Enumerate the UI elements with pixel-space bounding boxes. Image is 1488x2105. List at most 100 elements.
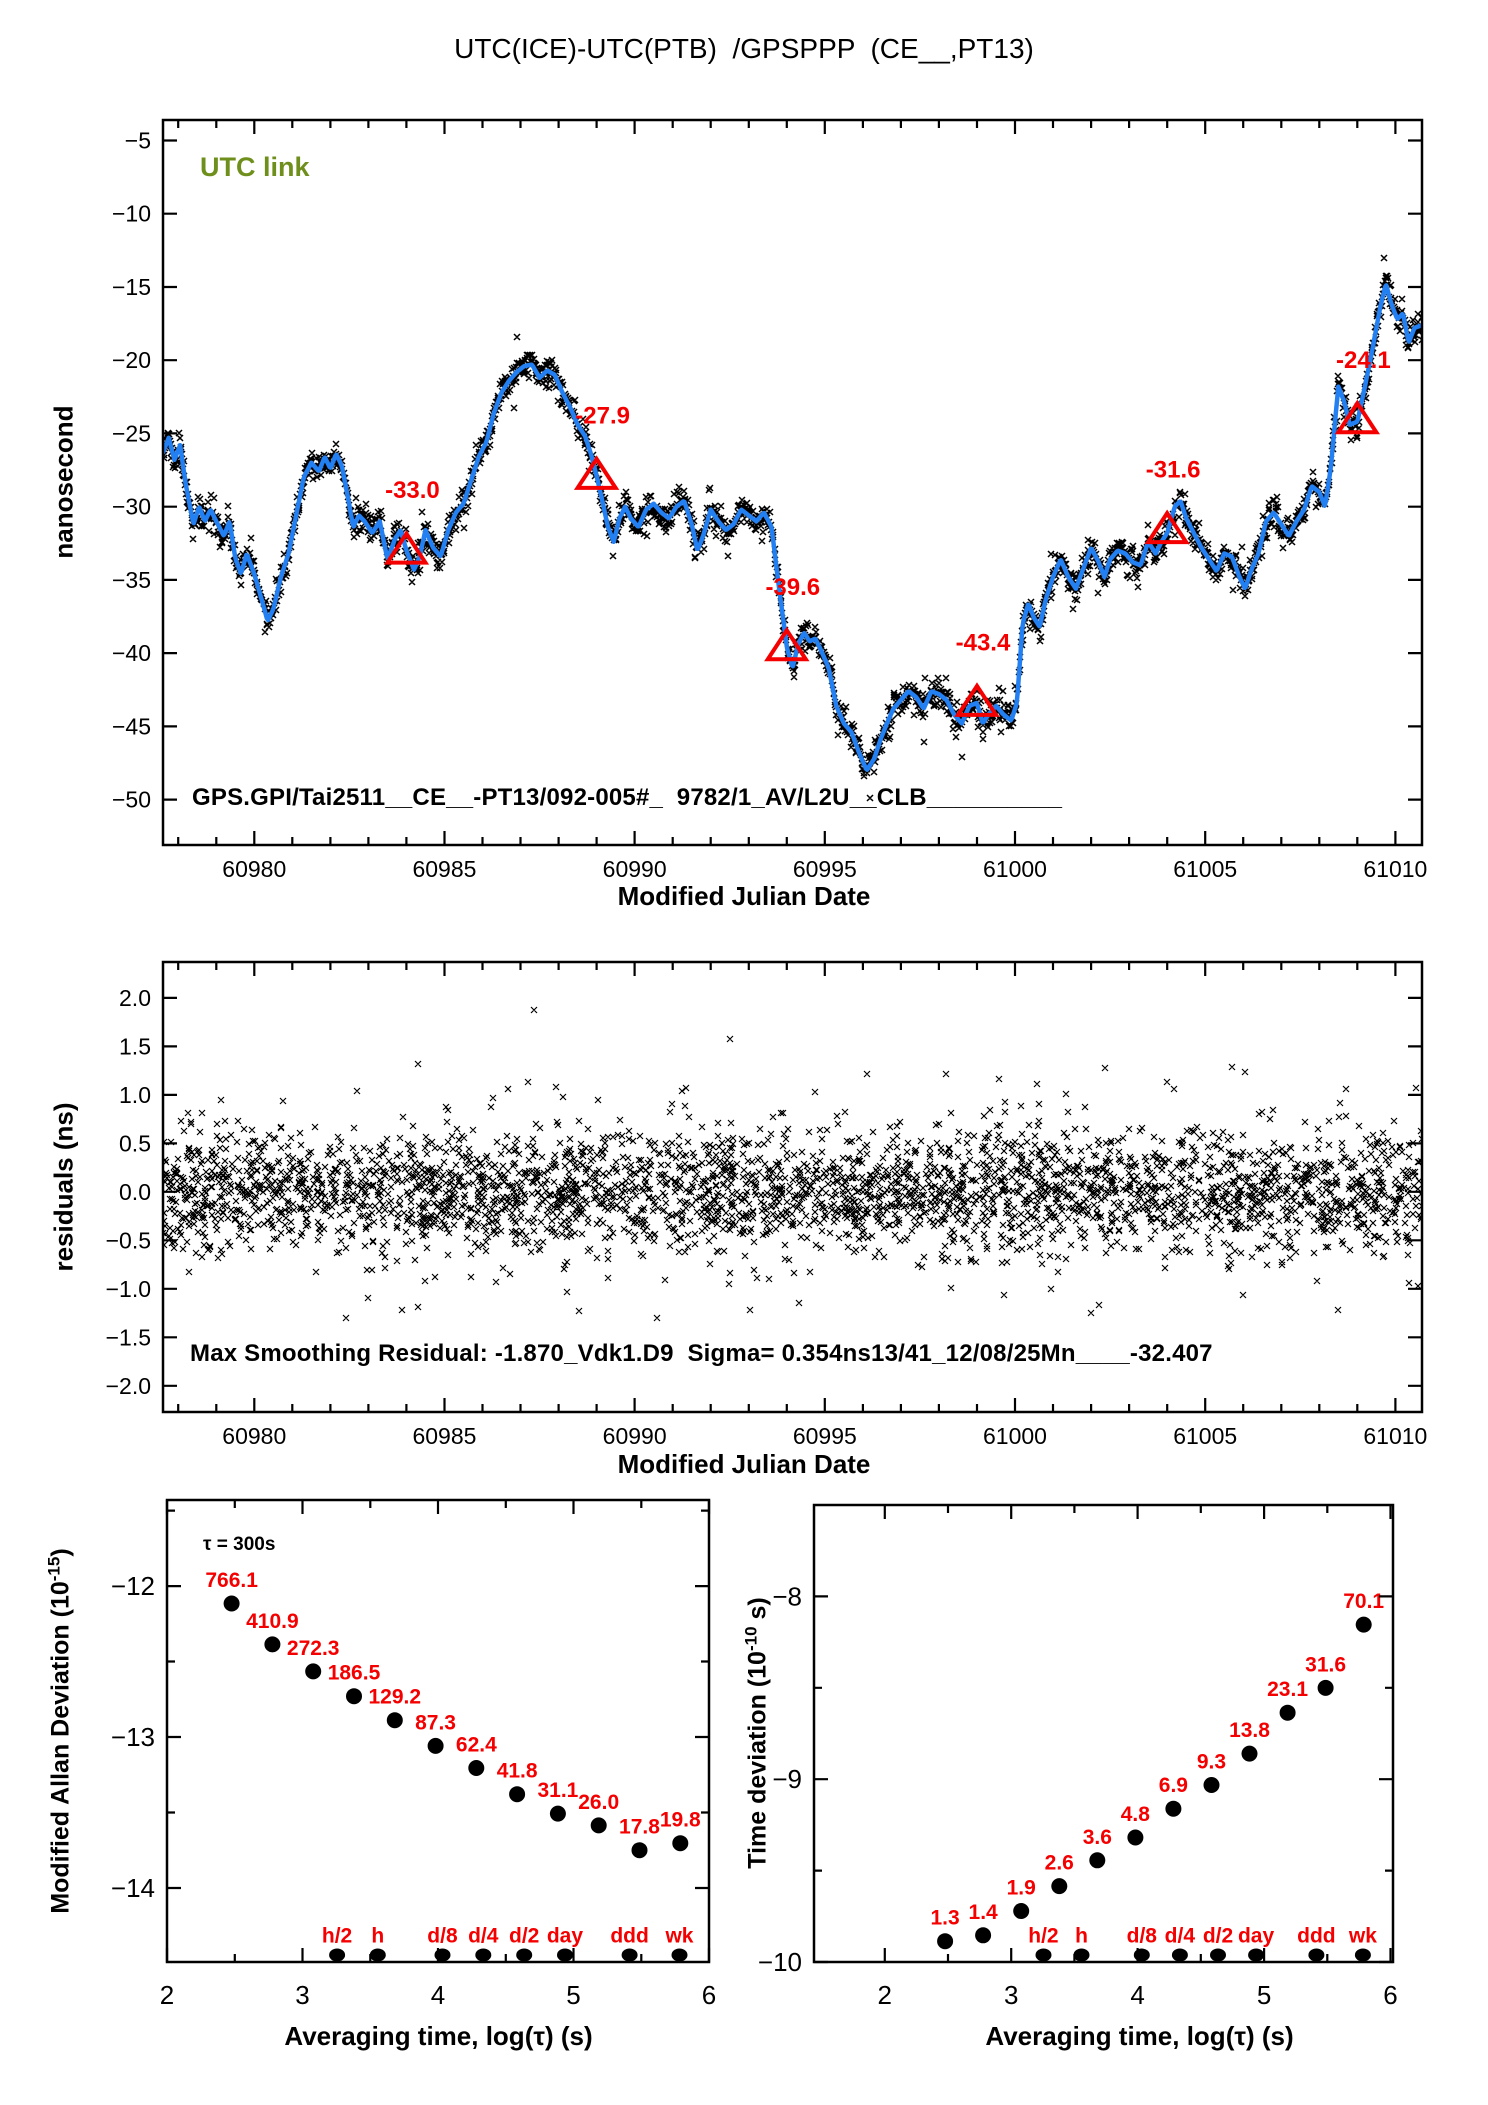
time-marker-dot bbox=[671, 1948, 688, 1962]
axis-frame bbox=[161, 960, 1424, 1414]
svg-text:5: 5 bbox=[1257, 1980, 1271, 2010]
deviation-point bbox=[975, 1927, 992, 1944]
svg-text:17.8: 17.8 bbox=[619, 1816, 660, 1839]
residuals-stats-text: Max Smoothing Residual: -1.870_Vdk1.D9 S… bbox=[190, 1340, 1213, 1367]
tick-labels: 2 3 4 5 6 −8 −9 −10 bbox=[758, 1581, 1398, 2010]
svg-text:1.0: 1.0 bbox=[119, 1082, 151, 1108]
svg-text:6: 6 bbox=[1383, 1980, 1397, 2010]
svg-text:−35: −35 bbox=[112, 567, 151, 593]
tdev-time-markers: h/2 h d/8 d/4 d/2 day ddd wk bbox=[1028, 1925, 1377, 1962]
svg-text:-31.6: -31.6 bbox=[1146, 457, 1201, 484]
svg-text:19.8: 19.8 bbox=[660, 1809, 701, 1832]
svg-text:1.4: 1.4 bbox=[969, 1901, 999, 1924]
time-marker-dot bbox=[1171, 1948, 1188, 1962]
svg-text:61000: 61000 bbox=[983, 856, 1047, 882]
time-marker-dot bbox=[1210, 1948, 1226, 1962]
svg-text:−13: −13 bbox=[111, 1722, 155, 1752]
svg-text:60990: 60990 bbox=[603, 856, 667, 882]
svg-text:-43.4: -43.4 bbox=[956, 629, 1011, 656]
svg-text:13.8: 13.8 bbox=[1229, 1719, 1270, 1742]
svg-text:4: 4 bbox=[431, 1980, 445, 2010]
tdev-axes: 2 3 4 5 6 −8 −9 −10 bbox=[758, 1503, 1398, 2010]
svg-text:61005: 61005 bbox=[1173, 856, 1237, 882]
svg-text:9.3: 9.3 bbox=[1197, 1750, 1226, 1773]
mdev-axes: 2 3 4 5 6 −12 −13 −14 bbox=[111, 1498, 716, 2010]
svg-text:−10: −10 bbox=[758, 1947, 802, 1977]
mdev-chart-ylabel: Modified Allan Deviation (10-15) bbox=[44, 1548, 75, 1914]
residuals-chart-ylabel: residuals (ns) bbox=[48, 1102, 79, 1272]
svg-text:1.5: 1.5 bbox=[119, 1033, 151, 1059]
svg-text:−2.0: −2.0 bbox=[106, 1373, 151, 1399]
svg-text:62.4: 62.4 bbox=[456, 1733, 497, 1756]
svg-text:60985: 60985 bbox=[412, 856, 476, 882]
time-marker-dot bbox=[329, 1948, 346, 1962]
svg-text:d/4: d/4 bbox=[468, 1925, 499, 1948]
svg-text:−30: −30 bbox=[112, 494, 151, 520]
tdev-chart-xlabel: Averaging time, log(τ) (s) bbox=[985, 2021, 1294, 2051]
tick-marks bbox=[814, 1505, 1393, 1964]
deviation-point bbox=[1127, 1829, 1144, 1846]
svg-text:d/4: d/4 bbox=[1165, 1925, 1196, 1948]
svg-text:61000: 61000 bbox=[983, 1423, 1047, 1449]
tick-labels: 60980 60985 60990 60995 61000 61005 61010 −5 −10… bbox=[112, 128, 1427, 882]
raw-scatter-points bbox=[164, 254, 1421, 802]
deviation-point bbox=[1013, 1903, 1030, 1919]
tdev-data: 1.3 1.4 1.9 2.6 3.6 4.8 6.9 9.313.8 23.131.6 70.1 bbox=[930, 1590, 1384, 1950]
svg-text:2: 2 bbox=[878, 1980, 892, 2010]
svg-text:60985: 60985 bbox=[412, 1423, 476, 1449]
svg-text:h/2: h/2 bbox=[322, 1925, 352, 1948]
svg-text:h: h bbox=[1075, 1925, 1088, 1948]
mdev-data: 766.1 410.9 272.3186.5129.287.362.441.831.… bbox=[205, 1569, 701, 1859]
top-chart-axes: 60980 60985 60990 60995 61000 61005 61010 −5 −10… bbox=[112, 118, 1427, 882]
smoothed-series-line bbox=[164, 283, 1421, 772]
time-marker-dot bbox=[369, 1948, 386, 1962]
svg-text:87.3: 87.3 bbox=[415, 1711, 456, 1734]
svg-text:6.9: 6.9 bbox=[1159, 1774, 1188, 1797]
svg-text:60980: 60980 bbox=[222, 856, 286, 882]
triangle-marker bbox=[383, 529, 430, 565]
svg-text:23.1: 23.1 bbox=[1267, 1678, 1308, 1701]
deviation-point bbox=[264, 1636, 281, 1653]
triangle-marker bbox=[573, 455, 620, 490]
svg-text:−5: −5 bbox=[125, 128, 151, 154]
svg-text:day: day bbox=[1238, 1925, 1275, 1948]
deviation-point bbox=[1317, 1679, 1334, 1696]
residual-points bbox=[164, 1006, 1421, 1322]
deviation-point bbox=[386, 1712, 403, 1729]
svg-text:5: 5 bbox=[566, 1980, 580, 2010]
calibration-annotations: -33.0 -27.9 -39.6 -43.4 -31.6 -24.1 bbox=[383, 347, 1391, 717]
svg-text:−1.5: −1.5 bbox=[106, 1324, 151, 1350]
residuals-axes: 60980 60985 60990 60995 61000 61005 61010 2.0 1.… bbox=[106, 960, 1427, 1449]
svg-text:26.0: 26.0 bbox=[578, 1791, 619, 1814]
svg-text:ddd: ddd bbox=[1297, 1925, 1335, 1948]
triangle-marker bbox=[954, 682, 1000, 717]
svg-text:d/2: d/2 bbox=[1203, 1925, 1233, 1948]
top-chart-ylabel: nanosecond bbox=[48, 405, 79, 559]
svg-text:766.1: 766.1 bbox=[205, 1569, 258, 1592]
svg-text:-39.6: -39.6 bbox=[765, 574, 820, 601]
deviation-point bbox=[305, 1663, 322, 1680]
tau-annotation: τ = 300s bbox=[203, 1534, 276, 1555]
triangle-marker bbox=[764, 626, 810, 662]
deviation-point bbox=[509, 1786, 526, 1803]
residuals-data bbox=[164, 1006, 1421, 1322]
svg-text:−8: −8 bbox=[772, 1581, 802, 1611]
svg-text:d/8: d/8 bbox=[427, 1925, 458, 1948]
svg-text:60995: 60995 bbox=[793, 856, 857, 882]
top-chart-xlabel: Modified Julian Date bbox=[617, 881, 871, 911]
time-marker-dot bbox=[1133, 1948, 1150, 1962]
svg-text:−50: −50 bbox=[112, 787, 151, 813]
tick-marks bbox=[163, 962, 1422, 1412]
svg-text:0.0: 0.0 bbox=[119, 1179, 151, 1205]
time-marker-dot bbox=[1354, 1948, 1371, 1962]
tdev-chart: 1.3 1.4 1.9 2.6 3.6 4.8 6.9 9.313.8 23.131.6 70.1… bbox=[758, 1503, 1398, 2010]
mdev-chart: 766.1 410.9 272.3186.5129.287.362.441.831.… bbox=[111, 1498, 716, 2010]
time-marker-dot bbox=[1248, 1948, 1265, 1962]
gps-link-id-text: GPS.GPI/Tai2511__CE__-PT13/092-005#_ 978… bbox=[192, 784, 1063, 811]
deviation-point bbox=[672, 1835, 689, 1852]
svg-text:−15: −15 bbox=[112, 274, 151, 300]
tick-labels: 2 3 4 5 6 −12 −13 −14 bbox=[111, 1571, 716, 2010]
svg-text:−20: −20 bbox=[112, 347, 151, 373]
deviation-point bbox=[590, 1817, 607, 1834]
